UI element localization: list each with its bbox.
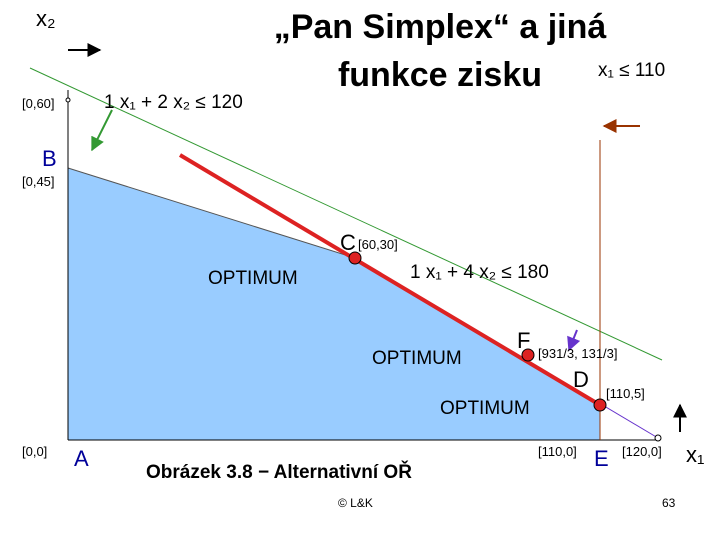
point-coords: [0,60] [22,96,55,111]
point-coords: [0,0] [22,444,47,459]
boundary [67,167,356,259]
constraint: 1 x₁ + 2 x₂ ≤ 120 [104,92,243,113]
point-label: E [594,446,609,471]
objective-line [178,153,602,407]
title: funkce zisku [338,56,542,94]
optimum: OPTIMUM [440,398,530,419]
point-coords: [60,30] [358,237,398,252]
point [65,97,71,103]
optimum: OPTIMUM [372,348,462,369]
point-label: B [42,146,57,171]
caption: Obrázek 3.8 − Alternativní OŘ [146,461,412,483]
page-number: 63 [662,496,676,510]
feasible-region [68,168,600,440]
point-label: D [573,367,589,392]
constraint: 1 x₁ + 4 x₂ ≤ 180 [410,262,549,283]
point-coords: [110,0] [538,444,577,459]
axis-label: x₂ [36,6,56,31]
point [348,251,362,265]
optimum: OPTIMUM [208,268,298,289]
arrow [567,329,581,352]
axis-label: x₁ [686,442,704,467]
point-label: C [340,230,356,255]
title: „Pan Simplex“ a jiná [274,8,607,46]
arrow [91,109,113,152]
point-label: A [74,446,89,471]
point [593,398,607,412]
point-coords: [120,0] [622,444,662,459]
copyright: © L&K [338,496,373,510]
point-coords: [931/3, 131/3] [538,346,618,361]
constraint-line [29,67,663,361]
point-coords: [0,45] [22,174,55,189]
point-coords: [110,5] [606,386,645,401]
constraint: x₁ ≤ 110 [598,60,665,81]
point-label: F [517,328,530,353]
point [521,348,535,362]
point [654,434,662,442]
